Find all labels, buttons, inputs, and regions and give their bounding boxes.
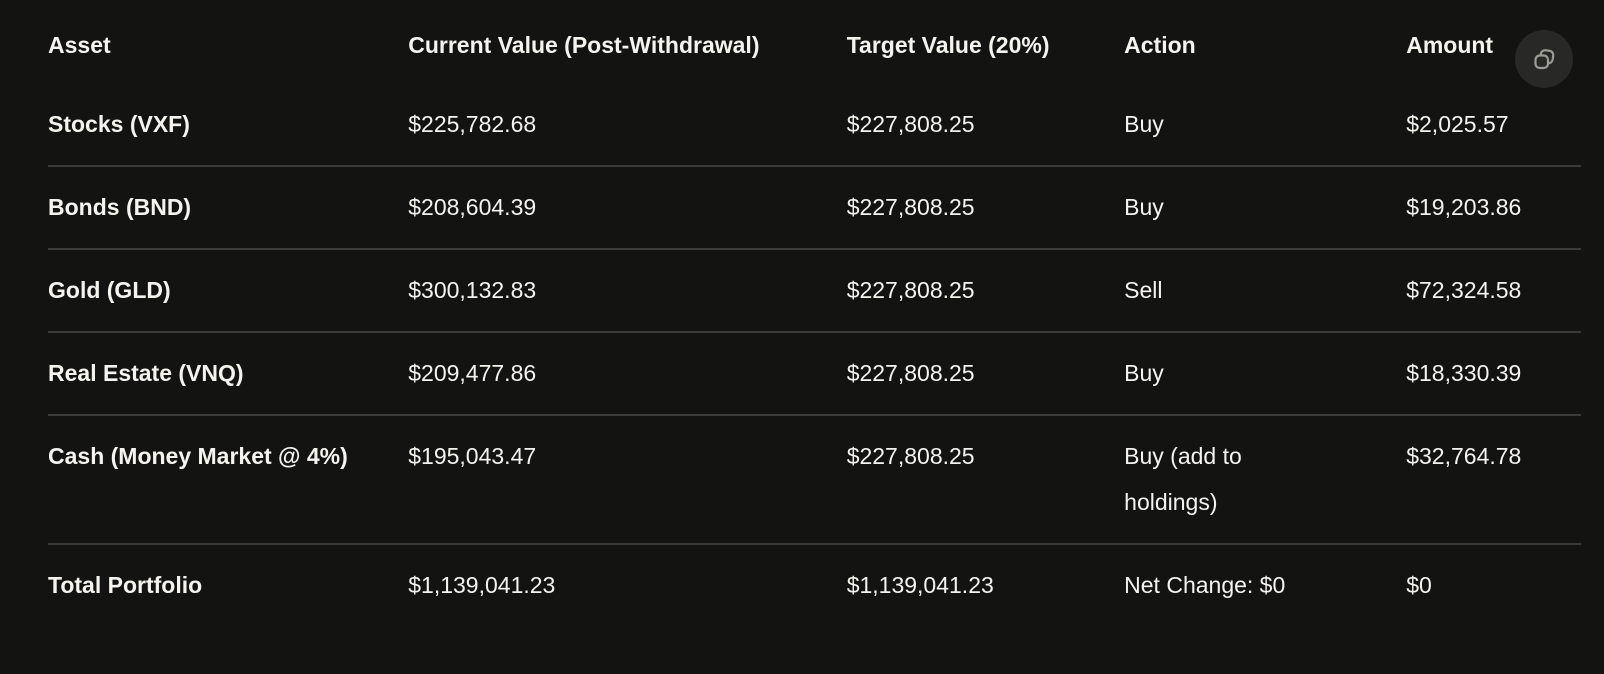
cell-target-value: $227,808.25 [846, 414, 1125, 544]
column-header-target-value-20: Target Value (20%) [846, 32, 1050, 58]
cell-amount: $72,324.58 [1406, 248, 1581, 332]
cell-asset: Total Portfolio [48, 543, 409, 626]
table-row-stocks-vxf: Stocks (VXF) $225,782.68 $227,808.25 Buy $2,… [48, 84, 1581, 166]
rebalancing-table: Asset Current Value (Post-Withdrawal) Targ… [48, 0, 1581, 626]
cell-action: Sell [1124, 248, 1407, 332]
header-row: Asset Current Value (Post-Withdrawal) Targ… [48, 0, 1581, 84]
column-header-action: Action [1124, 32, 1196, 58]
cell-action: Buy [1124, 165, 1407, 249]
cell-target-value: $1,139,041.23 [846, 543, 1125, 626]
cell-current-value: $225,782.68 [408, 111, 537, 137]
cell-current-value: $208,604.39 [408, 165, 847, 249]
cell-action: Net Change: $0 [1124, 543, 1407, 626]
copy-button[interactable] [1515, 30, 1573, 88]
column-header-amount: Amount [1406, 32, 1494, 58]
cell-target-value: $227,808.25 [846, 165, 1125, 249]
cell-target-value: $227,808.25 [846, 331, 1125, 415]
cell-current-value: $209,477.86 [408, 331, 847, 415]
cell-amount: $0 [1406, 543, 1581, 626]
cell-current-value: $195,043.47 [408, 414, 847, 544]
cell-action: Buy (add to holdings) [1124, 414, 1407, 544]
cell-target-value: $227,808.25 [846, 248, 1125, 332]
cell-action: Buy [1124, 331, 1407, 415]
table-row-total-portfolio: Total Portfolio $1,139,041.23 $1,139,041.2… [48, 543, 1581, 626]
cell-amount: $2,025.57 [1406, 111, 1509, 137]
table-row-cash-money-market-4: Cash (Money Market @ 4%) $195,043.47 $227,… [48, 414, 1581, 544]
cell-amount: $32,764.78 [1406, 414, 1581, 544]
table-row-real-estate-vnq: Real Estate (VNQ) $209,477.86 $227,808.25 B… [48, 331, 1581, 415]
column-header-asset: Asset [48, 32, 111, 58]
cell-asset: Real Estate (VNQ) [48, 331, 409, 415]
table-row-gold-gld: Gold (GLD) $300,132.83 $227,808.25 Sell $72,… [48, 248, 1581, 332]
column-header-current-value-post-withdrawal: Current Value (Post-Withdrawal) [408, 32, 760, 58]
cell-asset: Cash (Money Market @ 4%) [48, 414, 409, 544]
cell-asset: Bonds (BND) [48, 165, 409, 249]
cell-current-value: $300,132.83 [408, 248, 847, 332]
table-body: Stocks (VXF) $225,782.68 $227,808.25 Buy $2,… [48, 84, 1581, 626]
cell-amount: $18,330.39 [1406, 331, 1581, 415]
cell-action: Buy [1124, 111, 1164, 137]
table-row-bonds-bnd: Bonds (BND) $208,604.39 $227,808.25 Buy $19,… [48, 165, 1581, 249]
cell-asset: Stocks (VXF) [48, 111, 190, 137]
copy-icon [1534, 49, 1555, 70]
cell-current-value: $1,139,041.23 [408, 543, 847, 626]
cell-target-value: $227,808.25 [846, 111, 975, 137]
cell-asset: Gold (GLD) [48, 248, 409, 332]
cell-amount: $19,203.86 [1406, 165, 1581, 249]
